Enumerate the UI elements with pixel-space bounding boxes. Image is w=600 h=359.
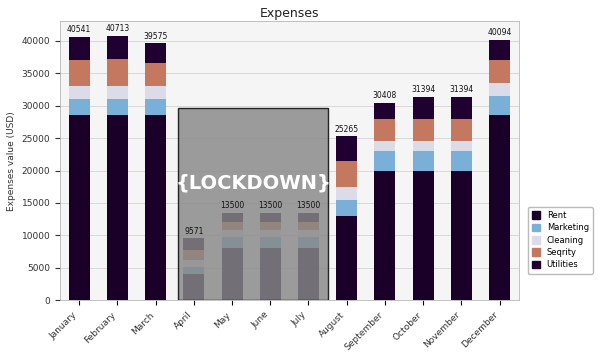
Bar xyxy=(145,86,166,99)
Bar xyxy=(183,251,205,260)
Bar xyxy=(260,248,281,300)
Bar xyxy=(183,238,205,251)
Bar xyxy=(413,141,434,151)
Bar xyxy=(336,136,357,161)
Text: 9571: 9571 xyxy=(184,227,203,236)
Bar xyxy=(221,248,242,300)
Bar xyxy=(298,230,319,237)
Bar xyxy=(451,141,472,151)
Text: 31394: 31394 xyxy=(411,85,436,94)
Bar xyxy=(68,86,89,99)
Bar xyxy=(336,216,357,300)
Bar xyxy=(68,37,89,60)
Text: 13500: 13500 xyxy=(258,201,283,210)
Text: 40094: 40094 xyxy=(487,28,512,37)
Bar xyxy=(336,161,357,187)
Text: 40713: 40713 xyxy=(105,24,130,33)
Bar xyxy=(336,200,357,216)
Bar xyxy=(374,151,395,171)
Bar xyxy=(145,115,166,300)
Bar xyxy=(489,40,510,60)
Bar xyxy=(489,60,510,83)
Bar xyxy=(107,86,128,99)
Bar xyxy=(221,213,242,223)
Bar xyxy=(221,237,242,248)
Bar xyxy=(107,59,128,86)
Bar xyxy=(298,248,319,300)
Bar xyxy=(107,115,128,300)
Bar xyxy=(489,96,510,115)
Text: 30408: 30408 xyxy=(373,91,397,100)
Bar xyxy=(374,141,395,151)
Bar xyxy=(221,223,242,230)
Legend: Rent, Marketing, Cleaning, Seqrity, Utilities: Rent, Marketing, Cleaning, Seqrity, Util… xyxy=(527,207,593,274)
Bar xyxy=(68,60,89,86)
Text: 13500: 13500 xyxy=(220,201,244,210)
Bar xyxy=(451,151,472,171)
Bar xyxy=(145,63,166,86)
Bar xyxy=(221,230,242,237)
Bar xyxy=(145,99,166,115)
Bar xyxy=(68,99,89,115)
Title: Expenses: Expenses xyxy=(260,7,319,20)
Y-axis label: Expenses value (USD): Expenses value (USD) xyxy=(7,111,16,211)
FancyBboxPatch shape xyxy=(178,107,328,300)
Bar xyxy=(413,119,434,141)
Bar xyxy=(183,274,205,300)
Bar xyxy=(260,230,281,237)
Bar xyxy=(183,267,205,274)
Bar xyxy=(260,237,281,248)
Bar xyxy=(145,43,166,63)
Bar xyxy=(413,171,434,300)
Text: 40541: 40541 xyxy=(67,25,91,34)
Bar xyxy=(413,151,434,171)
Bar xyxy=(451,171,472,300)
Bar xyxy=(260,223,281,230)
Bar xyxy=(298,213,319,223)
Text: {LOCKDOWN}: {LOCKDOWN} xyxy=(175,174,331,193)
Bar xyxy=(183,260,205,267)
Text: 39575: 39575 xyxy=(143,32,168,41)
Bar xyxy=(451,97,472,119)
Bar xyxy=(489,83,510,96)
Text: 25265: 25265 xyxy=(335,125,359,134)
Bar xyxy=(298,223,319,230)
Bar xyxy=(374,119,395,141)
Bar xyxy=(107,36,128,59)
Bar xyxy=(68,115,89,300)
Text: 13500: 13500 xyxy=(296,201,320,210)
Bar xyxy=(298,237,319,248)
Bar xyxy=(374,103,395,119)
Bar xyxy=(336,187,357,200)
Bar xyxy=(413,97,434,119)
Bar xyxy=(260,213,281,223)
Bar xyxy=(451,119,472,141)
Bar xyxy=(374,171,395,300)
Bar xyxy=(489,115,510,300)
Text: 31394: 31394 xyxy=(449,85,473,94)
Bar xyxy=(107,99,128,115)
